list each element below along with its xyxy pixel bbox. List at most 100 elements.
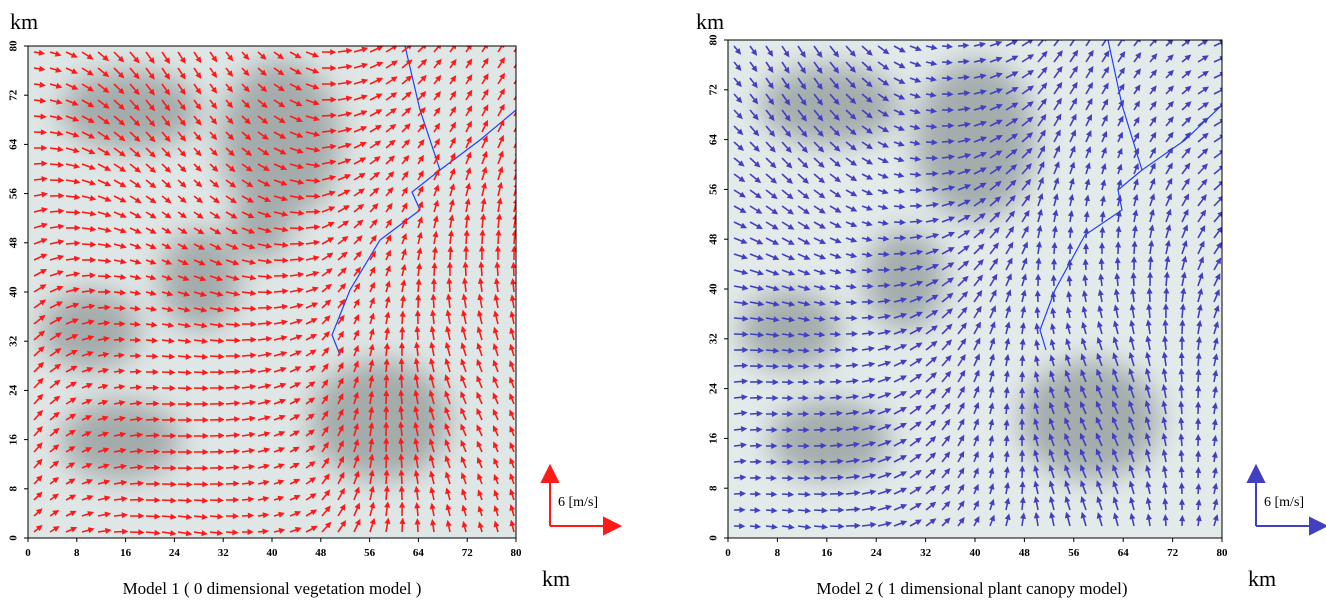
wind-arrow — [321, 174, 337, 181]
wind-arrow — [305, 349, 317, 357]
wind-arrow — [925, 325, 938, 335]
wind-arrow — [65, 286, 80, 293]
wind-arrow — [209, 179, 220, 188]
wind-arrow — [430, 518, 437, 533]
wind-arrow — [813, 269, 827, 275]
wind-arrow — [973, 369, 980, 383]
wind-arrow — [433, 122, 441, 133]
wind-arrow — [65, 193, 81, 200]
wind-arrow — [909, 421, 922, 431]
wind-arrow — [845, 457, 861, 464]
wind-arrow — [81, 241, 97, 248]
wind-arrow — [161, 465, 177, 472]
wind-arrow — [145, 368, 159, 376]
wind-arrow — [1101, 146, 1107, 159]
wind-arrow — [369, 517, 376, 533]
wind-arrow — [305, 131, 321, 137]
wind-arrow — [1197, 55, 1209, 63]
wind-arrow — [1035, 273, 1042, 287]
wind-arrow — [509, 488, 516, 501]
wind-arrow — [1112, 368, 1119, 383]
wind-arrow — [193, 67, 202, 79]
wind-arrow — [368, 421, 375, 437]
wind-arrow — [845, 393, 860, 400]
wind-arrow — [973, 337, 981, 351]
wind-arrow — [81, 463, 93, 469]
wind-arrow — [1053, 40, 1062, 47]
wind-arrow — [113, 399, 126, 406]
wind-arrow — [1181, 208, 1189, 223]
wind-arrow — [49, 477, 60, 485]
wind-arrow — [1101, 66, 1110, 79]
wind-arrow — [1149, 162, 1156, 175]
wind-arrow — [49, 427, 60, 437]
wind-arrow — [225, 352, 241, 360]
wind-arrow — [1049, 354, 1056, 367]
wind-arrow — [273, 99, 286, 108]
wind-arrow — [1117, 131, 1123, 143]
wind-arrow — [476, 326, 483, 341]
wind-arrow — [415, 294, 422, 309]
wind-arrow — [49, 509, 60, 517]
wind-arrow — [1213, 150, 1222, 159]
wind-arrow — [289, 350, 303, 357]
wind-arrow — [1005, 194, 1016, 207]
wind-arrow — [145, 274, 157, 281]
wind-arrow — [1197, 132, 1209, 143]
wind-arrow — [877, 521, 893, 527]
wind-arrow — [33, 97, 47, 104]
wind-arrow — [1147, 255, 1154, 271]
x-tick-label: 8 — [775, 547, 781, 559]
wind-arrow — [1051, 241, 1058, 255]
wind-arrow — [957, 90, 971, 97]
wind-arrow — [337, 298, 346, 309]
wind-arrow — [429, 325, 436, 341]
wind-arrow — [65, 83, 79, 90]
wind-arrow — [877, 188, 889, 195]
wind-arrow — [1085, 97, 1093, 111]
wind-arrow — [321, 128, 337, 135]
wind-arrow — [321, 425, 329, 437]
wind-arrow — [49, 82, 63, 89]
wind-arrow — [289, 83, 303, 91]
wind-arrow — [193, 306, 208, 313]
wind-arrow — [781, 300, 796, 307]
wind-arrow — [1080, 337, 1087, 351]
wind-arrow — [893, 281, 908, 288]
wind-arrow — [1034, 289, 1041, 303]
wind-arrow — [941, 339, 953, 351]
wind-arrow — [193, 99, 202, 111]
wind-arrow — [733, 221, 748, 229]
wind-arrow — [81, 67, 94, 76]
wind-arrow — [161, 274, 173, 281]
wind-arrow — [957, 121, 971, 128]
wind-arrow — [81, 131, 96, 139]
wind-arrow — [845, 506, 861, 513]
wind-arrow — [428, 454, 435, 469]
wind-arrow — [1213, 165, 1222, 175]
wind-arrow — [973, 57, 987, 64]
wind-arrow — [401, 75, 413, 85]
wind-arrow — [1098, 257, 1105, 271]
wind-arrow — [1213, 40, 1222, 47]
wind-arrow — [129, 179, 142, 188]
wind-arrow — [65, 318, 79, 325]
wind-arrow — [368, 374, 375, 389]
wind-arrow — [733, 141, 745, 151]
wind-arrow — [305, 493, 317, 501]
wind-arrow — [241, 243, 256, 250]
wind-arrow — [1005, 210, 1016, 223]
wind-arrow — [369, 234, 377, 245]
wind-arrow — [497, 56, 506, 69]
wind-arrow — [1230, 152, 1241, 158]
wind-arrow — [1053, 65, 1063, 79]
wind-arrow — [97, 131, 111, 141]
x-tick-label: 80 — [511, 547, 523, 559]
wind-arrow — [781, 205, 795, 215]
wind-arrow — [797, 507, 812, 514]
wind-arrow — [925, 186, 939, 193]
wind-arrow — [225, 163, 236, 172]
wind-arrow — [1211, 434, 1218, 447]
wind-arrow — [877, 440, 892, 447]
wind-arrow — [749, 237, 764, 245]
